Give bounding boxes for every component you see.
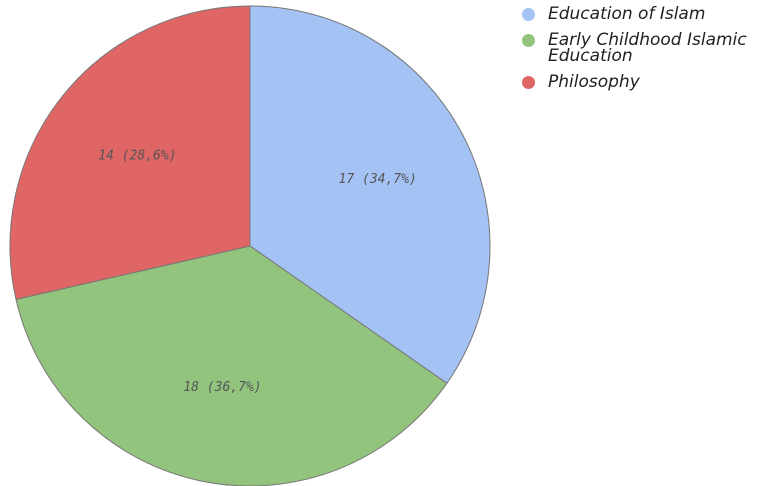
pie-slice [15, 245, 448, 486]
legend-swatch [522, 76, 535, 89]
legend-label: Philosophy [548, 72, 640, 92]
legend-swatch [522, 34, 535, 47]
legend: Education of Islam Early Childhood Islami… [520, 6, 776, 100]
legend-label: Early Childhood Islamic Education [548, 30, 747, 66]
pie-slice [9, 5, 251, 301]
slice-label: 18 (36,7%) [183, 380, 261, 395]
legend-swatch [522, 8, 535, 21]
chart: 17 (34,7%) 18 (36,7%) 14 (28,6%) [9, 5, 491, 486]
legend-item: Education of Islam [520, 4, 776, 24]
pie-slice [249, 5, 491, 385]
legend-item: Early Childhood Islamic Education [520, 30, 776, 66]
slice-label: 14 (28,6%) [98, 149, 176, 164]
legend-label: Education of Islam [548, 4, 706, 24]
legend-item: Philosophy [520, 72, 776, 92]
slice-label: 17 (34,7%) [339, 172, 417, 187]
